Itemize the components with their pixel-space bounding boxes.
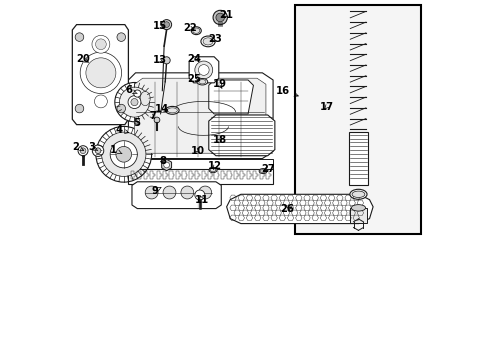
- Ellipse shape: [192, 28, 200, 33]
- Circle shape: [80, 52, 122, 94]
- Text: 18: 18: [213, 135, 227, 145]
- Text: 7: 7: [148, 111, 156, 121]
- Circle shape: [154, 117, 160, 123]
- Ellipse shape: [350, 204, 365, 211]
- Circle shape: [216, 13, 224, 22]
- Circle shape: [92, 145, 103, 157]
- Circle shape: [92, 35, 110, 53]
- Ellipse shape: [209, 167, 217, 173]
- Circle shape: [117, 33, 125, 41]
- Ellipse shape: [140, 91, 150, 106]
- Polygon shape: [132, 182, 221, 208]
- Ellipse shape: [165, 107, 179, 114]
- Circle shape: [80, 148, 86, 154]
- Ellipse shape: [210, 168, 215, 172]
- Ellipse shape: [201, 36, 215, 47]
- Circle shape: [181, 186, 193, 199]
- Text: 3: 3: [88, 142, 98, 152]
- Text: 23: 23: [208, 34, 222, 44]
- Circle shape: [117, 104, 125, 113]
- Circle shape: [86, 58, 116, 88]
- Text: 24: 24: [187, 54, 201, 64]
- Polygon shape: [134, 78, 265, 153]
- Circle shape: [75, 33, 83, 41]
- Text: 26: 26: [280, 204, 294, 214]
- Circle shape: [116, 147, 131, 162]
- Polygon shape: [128, 73, 272, 158]
- Ellipse shape: [260, 170, 265, 173]
- Circle shape: [198, 64, 209, 75]
- Polygon shape: [226, 194, 372, 224]
- Circle shape: [198, 186, 211, 199]
- Text: 5: 5: [133, 118, 140, 128]
- Text: 8: 8: [159, 157, 166, 166]
- Text: 13: 13: [152, 55, 166, 65]
- Text: 25: 25: [186, 74, 200, 84]
- Text: 14: 14: [154, 104, 168, 114]
- Circle shape: [134, 90, 141, 97]
- Circle shape: [163, 22, 169, 27]
- Circle shape: [102, 132, 145, 176]
- Text: 19: 19: [212, 79, 226, 89]
- Circle shape: [96, 126, 151, 182]
- Text: 2: 2: [72, 142, 83, 152]
- Text: 22: 22: [183, 23, 197, 33]
- Circle shape: [145, 186, 158, 199]
- Circle shape: [110, 141, 137, 168]
- Text: 11: 11: [194, 195, 208, 204]
- Circle shape: [119, 87, 149, 117]
- Text: 12: 12: [208, 161, 222, 171]
- Text: 20: 20: [76, 54, 90, 64]
- Text: 21: 21: [219, 10, 232, 20]
- Text: 6: 6: [124, 85, 137, 95]
- Bar: [349, 208, 366, 223]
- Circle shape: [213, 10, 227, 24]
- Text: 16: 16: [275, 86, 298, 96]
- Ellipse shape: [167, 108, 177, 113]
- Circle shape: [75, 104, 83, 113]
- Circle shape: [128, 96, 141, 109]
- Polygon shape: [128, 158, 272, 169]
- Text: 1: 1: [109, 145, 122, 155]
- Text: 10: 10: [190, 146, 204, 156]
- Polygon shape: [208, 80, 253, 114]
- Circle shape: [95, 148, 101, 154]
- Circle shape: [162, 19, 171, 30]
- Bar: [348, 132, 367, 185]
- Circle shape: [194, 190, 204, 200]
- Polygon shape: [162, 159, 171, 171]
- Ellipse shape: [138, 89, 152, 108]
- Ellipse shape: [351, 191, 364, 198]
- Text: 4: 4: [115, 125, 128, 135]
- Circle shape: [163, 57, 170, 64]
- Text: 17: 17: [319, 102, 333, 112]
- Text: 15: 15: [152, 21, 166, 31]
- Circle shape: [131, 99, 138, 106]
- Circle shape: [163, 186, 176, 199]
- Circle shape: [94, 95, 107, 108]
- Circle shape: [163, 162, 169, 168]
- Ellipse shape: [203, 38, 213, 45]
- Polygon shape: [189, 57, 218, 83]
- Text: 9: 9: [151, 186, 161, 196]
- Circle shape: [115, 82, 154, 122]
- Ellipse shape: [349, 189, 366, 199]
- Ellipse shape: [197, 78, 207, 85]
- Polygon shape: [208, 115, 274, 156]
- Text: 27: 27: [260, 163, 274, 174]
- Ellipse shape: [198, 80, 205, 84]
- Ellipse shape: [191, 27, 201, 35]
- Polygon shape: [72, 24, 128, 125]
- Circle shape: [194, 61, 212, 79]
- Ellipse shape: [259, 168, 266, 174]
- Circle shape: [95, 39, 106, 50]
- Bar: [294, 5, 421, 234]
- Circle shape: [78, 146, 88, 156]
